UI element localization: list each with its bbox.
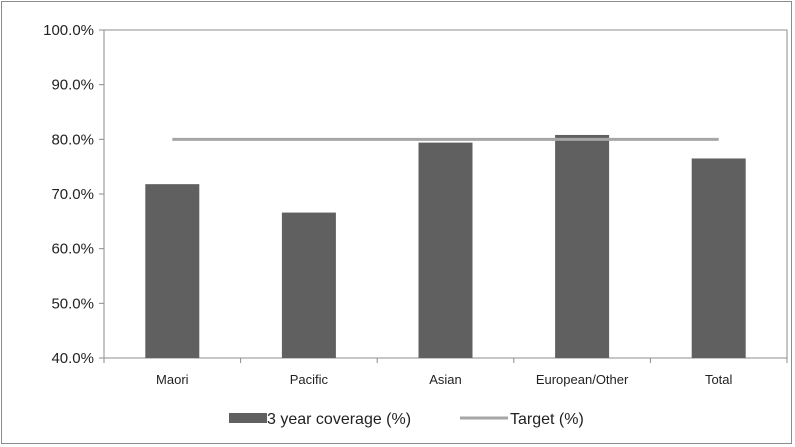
bar xyxy=(691,158,746,358)
x-tick-label: Maori xyxy=(156,372,189,387)
x-tick-label: European/Other xyxy=(536,372,629,387)
legend-label-target: Target (%) xyxy=(510,411,584,428)
y-tick-label: 70.0% xyxy=(51,186,94,203)
y-tick-label: 90.0% xyxy=(51,77,94,94)
x-tick-label: Total xyxy=(705,372,733,387)
legend-label-coverage: 3 year coverage (%) xyxy=(267,411,411,428)
y-tick-label: 100.0% xyxy=(43,22,94,39)
legend: 3 year coverage (%) Target (%) xyxy=(229,411,584,428)
y-tick-label: 50.0% xyxy=(51,295,94,312)
x-tick-label: Pacific xyxy=(290,372,329,387)
bar xyxy=(418,142,473,358)
x-axis: Maori Pacific Asian European/Other Total xyxy=(103,358,788,387)
legend-swatch-coverage xyxy=(229,413,267,423)
y-tick-label: 60.0% xyxy=(51,241,94,258)
bar xyxy=(281,212,336,358)
bar xyxy=(145,184,200,358)
y-axis: 40.0% 50.0% 60.0% 70.0% 80.0% 90.0% 100.0% xyxy=(43,22,104,367)
y-tick-label: 40.0% xyxy=(51,350,94,367)
bar xyxy=(555,134,610,358)
x-tick-label: Asian xyxy=(429,372,462,387)
bar-series xyxy=(145,134,746,358)
y-tick-label: 80.0% xyxy=(51,131,94,148)
